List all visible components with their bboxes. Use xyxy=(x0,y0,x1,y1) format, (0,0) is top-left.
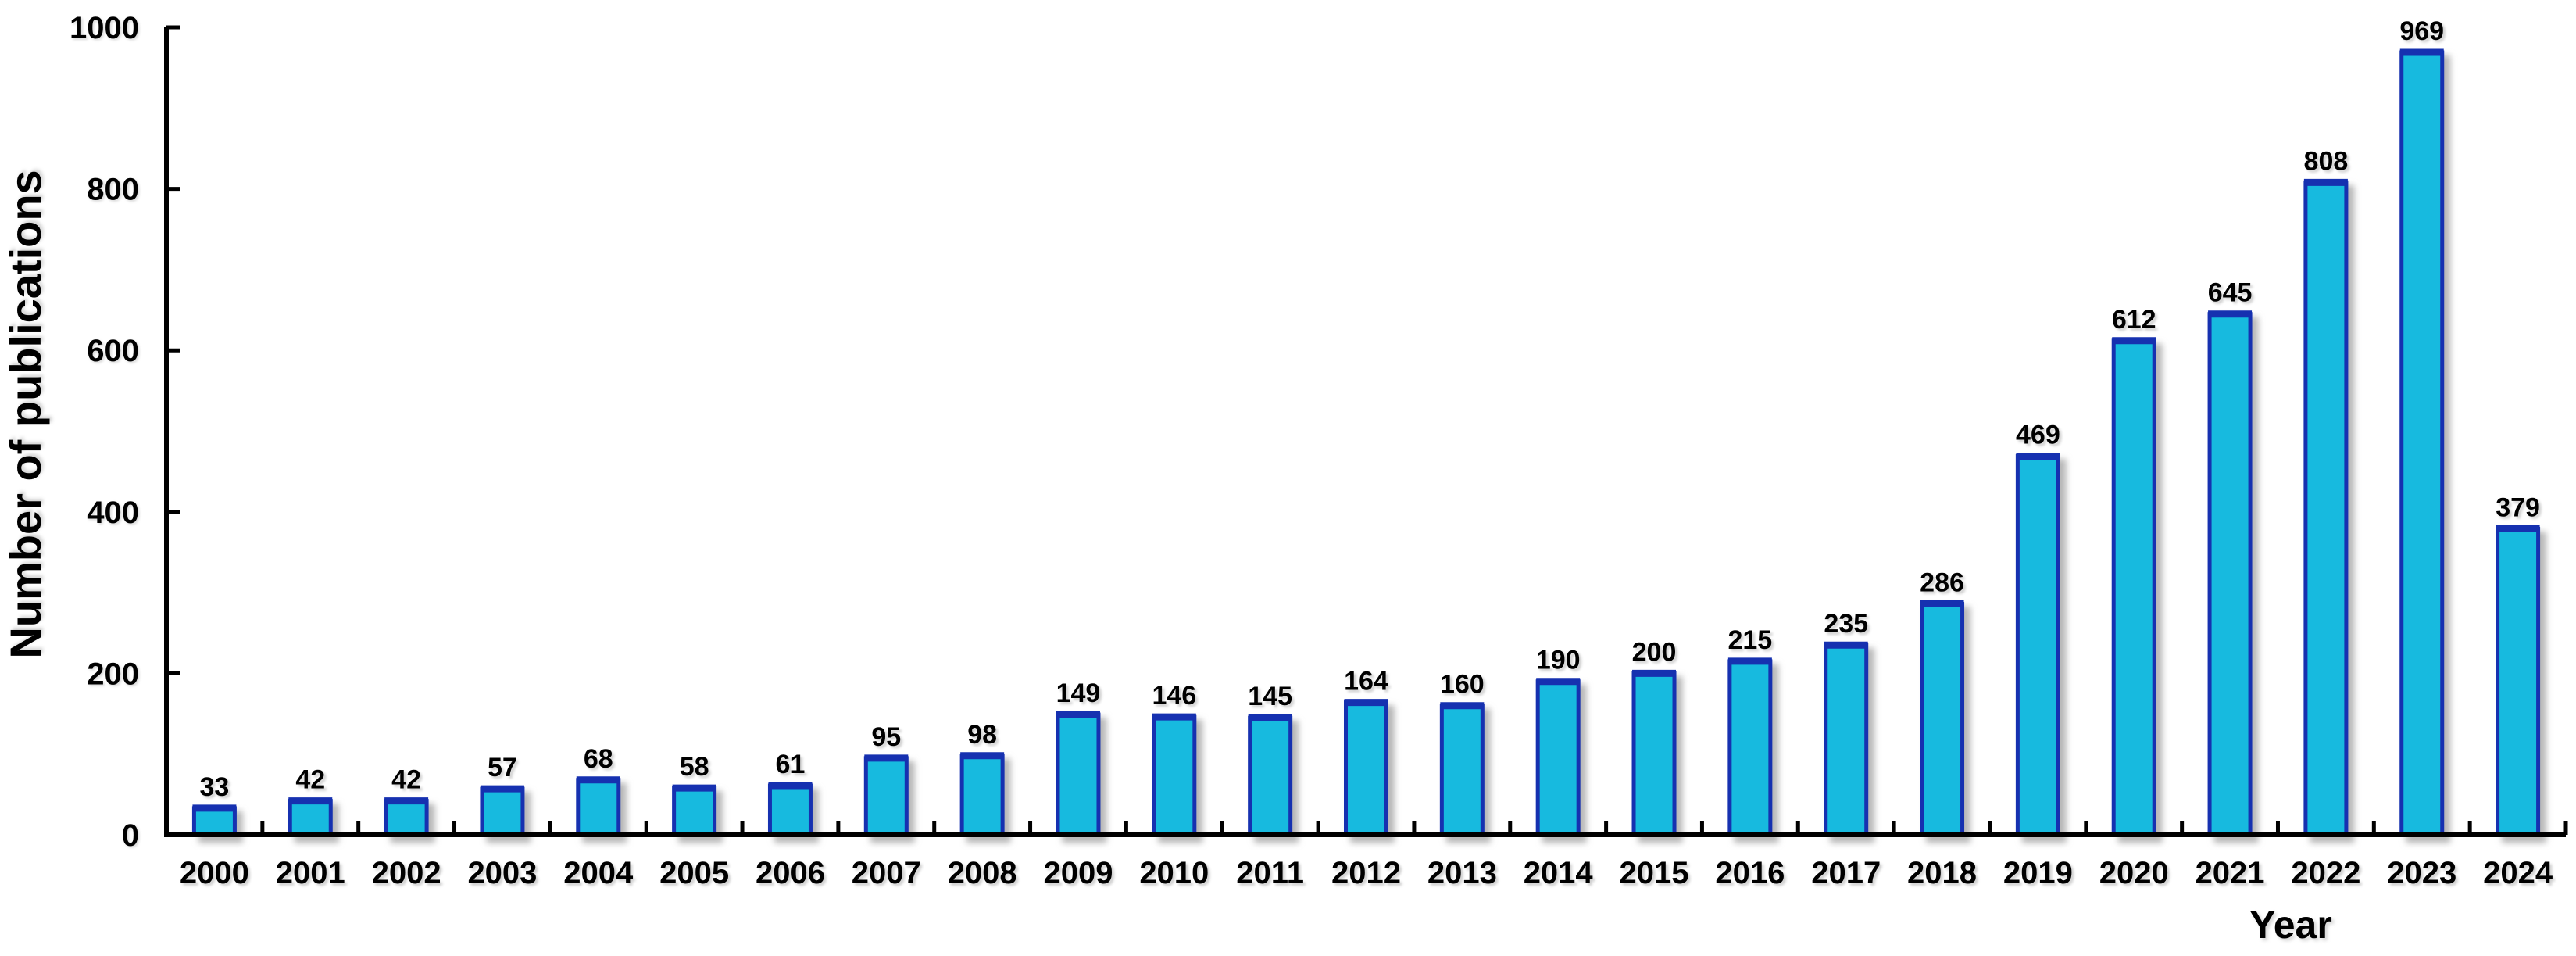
bar-2004 xyxy=(576,776,621,837)
y-tick-label-0: 0 xyxy=(122,818,139,853)
x-tick-label-2000: 2000 xyxy=(180,856,249,890)
bars-layer xyxy=(191,48,2541,837)
bar-2008 xyxy=(959,752,1005,837)
bar-value-label-2024: 379 xyxy=(2496,492,2540,522)
axes-layer xyxy=(164,27,2566,837)
bar-2005 xyxy=(672,784,717,837)
x-tick-label-2014: 2014 xyxy=(1524,856,1594,890)
bar-2000 xyxy=(191,804,237,837)
x-tick-label-2001: 2001 xyxy=(276,856,345,890)
bar-value-label-2023: 969 xyxy=(2399,16,2444,46)
bar-value-label-2015: 200 xyxy=(1632,637,1677,667)
bar-value-label-2003: 57 xyxy=(488,753,517,782)
bar-2016 xyxy=(1727,657,1773,837)
bar-value-label-2018: 286 xyxy=(1920,568,1964,598)
x-tick-label-2007: 2007 xyxy=(852,856,921,890)
labels-layer: 3320004220014220025720036820045820056120… xyxy=(70,11,2553,890)
bar-2019 xyxy=(2015,453,2060,837)
bar-value-label-2002: 42 xyxy=(391,765,421,795)
bar-value-label-2022: 808 xyxy=(2304,146,2349,176)
ticks-layer xyxy=(166,25,2568,837)
bar-2003 xyxy=(480,785,525,837)
x-tick-label-2004: 2004 xyxy=(563,856,634,890)
x-tick-label-2024: 2024 xyxy=(2483,856,2553,890)
x-tick-label-2015: 2015 xyxy=(1620,856,1689,890)
bar-2011 xyxy=(1248,714,1293,837)
x-tick-label-2016: 2016 xyxy=(1715,856,1785,890)
bar-2018 xyxy=(1920,600,1965,837)
y-axis-title: Number of publications xyxy=(1,170,50,658)
x-tick-label-2006: 2006 xyxy=(756,856,825,890)
bar-value-label-2008: 98 xyxy=(967,720,997,750)
bar-2021 xyxy=(2207,310,2253,837)
bar-value-label-2004: 68 xyxy=(584,744,613,774)
x-tick-label-2019: 2019 xyxy=(2003,856,2073,890)
bar-value-label-2009: 149 xyxy=(1056,679,1101,708)
y-tick-label-800: 800 xyxy=(87,173,139,207)
y-tick-label-400: 400 xyxy=(87,496,139,530)
bar-value-label-2012: 164 xyxy=(1344,667,1388,696)
bar-2022 xyxy=(2303,178,2349,837)
x-tick-label-2022: 2022 xyxy=(2291,856,2360,890)
bar-value-label-2016: 215 xyxy=(1727,625,1772,655)
x-tick-label-2011: 2011 xyxy=(1236,856,1304,890)
bar-2024 xyxy=(2496,525,2541,837)
x-tick-label-2013: 2013 xyxy=(1427,856,1497,890)
bar-value-label-2011: 145 xyxy=(1248,682,1292,711)
bar-2015 xyxy=(1631,669,1677,837)
bar-2007 xyxy=(863,754,909,837)
bar-value-label-2007: 95 xyxy=(871,722,901,752)
bar-value-label-2001: 42 xyxy=(295,765,325,795)
bar-2010 xyxy=(1152,713,1197,837)
bar-value-label-2006: 61 xyxy=(776,750,806,779)
bar-value-label-2017: 235 xyxy=(1824,609,1868,639)
x-axis-title: Year xyxy=(2249,903,2332,947)
x-tick-label-2002: 2002 xyxy=(372,856,441,890)
x-tick-label-2018: 2018 xyxy=(1907,856,1977,890)
bar-2014 xyxy=(1535,678,1581,837)
bar-2013 xyxy=(1439,702,1485,837)
bar-value-label-2020: 612 xyxy=(2112,305,2156,335)
x-tick-label-2003: 2003 xyxy=(467,856,537,890)
bar-value-label-2021: 645 xyxy=(2208,278,2253,308)
bar-value-label-2013: 160 xyxy=(1440,670,1485,700)
y-tick-label-600: 600 xyxy=(87,334,139,368)
bar-2023 xyxy=(2399,48,2445,837)
x-tick-label-2010: 2010 xyxy=(1139,856,1209,890)
x-tick-label-2023: 2023 xyxy=(2387,856,2456,890)
x-tick-label-2020: 2020 xyxy=(2099,856,2169,890)
bar-2017 xyxy=(1824,641,1869,837)
x-tick-label-2017: 2017 xyxy=(1811,856,1881,890)
bar-2009 xyxy=(1056,711,1101,837)
x-tick-label-2012: 2012 xyxy=(1331,856,1401,890)
y-tick-label-200: 200 xyxy=(87,657,139,691)
x-tick-label-2008: 2008 xyxy=(948,856,1017,890)
bar-2002 xyxy=(384,797,429,837)
bar-2006 xyxy=(767,782,813,837)
x-tick-label-2005: 2005 xyxy=(659,856,729,890)
bar-value-label-2000: 33 xyxy=(200,772,230,802)
y-tick-label-1000: 1000 xyxy=(70,11,139,45)
bar-value-label-2014: 190 xyxy=(1536,646,1581,675)
bar-2001 xyxy=(288,797,333,837)
bar-2020 xyxy=(2111,337,2156,837)
x-tick-label-2009: 2009 xyxy=(1043,856,1113,890)
x-tick-label-2021: 2021 xyxy=(2195,856,2265,890)
bar-value-label-2010: 146 xyxy=(1152,681,1196,711)
bar-2012 xyxy=(1344,699,1388,837)
bar-value-label-2019: 469 xyxy=(2016,421,2060,450)
bar-value-label-2005: 58 xyxy=(680,752,709,782)
